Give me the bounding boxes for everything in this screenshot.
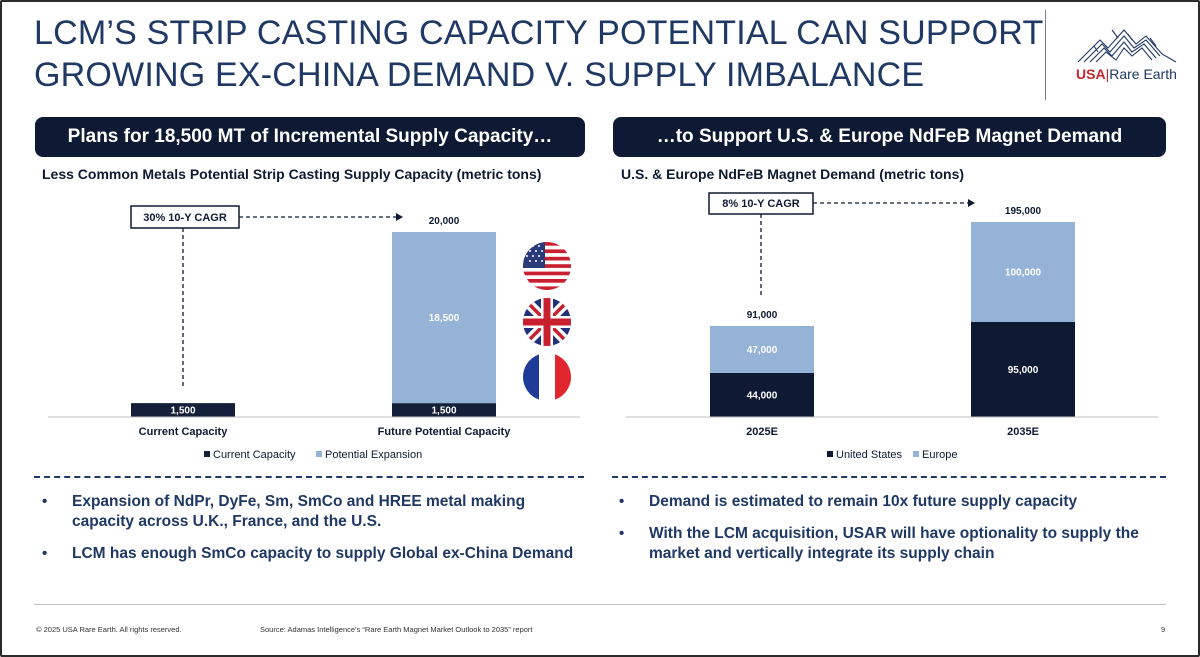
left-chart-title: Less Common Metals Potential Strip Casti… <box>42 166 542 182</box>
right-chart-title: U.S. & Europe NdFeB Magnet Demand (metri… <box>621 166 965 182</box>
logo-wordmark: USA|Rare Earth <box>1076 66 1177 82</box>
supply-capacity-bars <box>131 232 496 417</box>
mountain-logo-icon <box>1077 29 1177 63</box>
demand-bar-europe-1 <box>971 222 1075 322</box>
supply-bar-current-capacity-1 <box>392 403 496 417</box>
magnet-demand-chart: 2025E 2035E 91,000 195,000 44,000 95,000… <box>626 192 1158 461</box>
legend-label-united-states: United States <box>836 449 903 461</box>
right-section-header: …to Support U.S. & Europe NdFeB Magnet D… <box>613 117 1166 157</box>
cagr-annotation-text: 8% 10-Y CAGR <box>722 198 799 210</box>
slide-title: LCM’S STRIP CASTING CAPACITY POTENTIAL C… <box>34 12 1044 96</box>
left-bullet-1: Expansion of NdPr, DyFe, Sm, SmCo and HR… <box>36 492 581 532</box>
legend-label-current: Current Capacity <box>213 449 296 461</box>
left-bullet-2: LCM has enough SmCo capacity to supply G… <box>36 544 581 564</box>
demand-bar-united-states-0 <box>710 373 814 417</box>
legend-swatch-current <box>204 451 210 457</box>
usa-rare-earth-logo: USA|Rare Earth <box>1072 26 1184 86</box>
right-bullet-list: Demand is estimated to remain 10x future… <box>613 492 1158 576</box>
category-label-future: Future Potential Capacity <box>378 426 512 438</box>
footer-source: Source: Adamas Intelligence’s “Rare Eart… <box>260 625 533 634</box>
page-number: 9 <box>1161 625 1166 634</box>
right-bullet-1: Demand is estimated to remain 10x future… <box>613 492 1158 512</box>
title-line-2: GROWING EX-CHINA DEMAND V. SUPPLY IMBALA… <box>34 56 925 94</box>
right-bullet-2: With the LCM acquisition, USAR will have… <box>613 524 1158 564</box>
data-label-us-2025e: 44,000 <box>747 391 778 402</box>
footer-copyright: © 2025 USA Rare Earth. All rights reserv… <box>36 625 182 634</box>
cagr-arrow-head <box>968 199 975 207</box>
cagr-annotation-text: 30% 10-Y CAGR <box>143 212 227 224</box>
category-label-current: Current Capacity <box>139 426 229 438</box>
total-label-2025e: 91,000 <box>747 310 778 321</box>
logo-usa-text: USA <box>1076 66 1106 82</box>
france-flag-icon <box>523 353 571 401</box>
data-label-europe-2025e: 47,000 <box>747 345 778 356</box>
logo-separator: | <box>1105 66 1110 82</box>
data-label-potential-expansion: 18,500 <box>429 313 460 324</box>
supply-bar-potential-expansion-1 <box>392 232 496 404</box>
uk-flag-icon <box>523 298 571 346</box>
legend-swatch-united-states <box>827 451 833 457</box>
cagr-arrow-head <box>396 213 403 221</box>
data-label-us-2035e: 95,000 <box>1008 365 1039 376</box>
us-flag-icon <box>523 242 571 290</box>
magnet-demand-bars <box>710 222 1075 417</box>
left-bullet-list: Expansion of NdPr, DyFe, Sm, SmCo and HR… <box>36 492 581 576</box>
demand-bar-europe-0 <box>710 326 814 373</box>
legend-swatch-expansion <box>316 451 322 457</box>
footer-rule <box>34 604 1166 605</box>
left-section-header: Plans for 18,500 MT of Incremental Suppl… <box>35 117 585 157</box>
title-line-1: LCM’S STRIP CASTING CAPACITY POTENTIAL C… <box>34 14 1044 52</box>
logo-rare-earth-text: Rare Earth <box>1109 66 1177 82</box>
data-label-current-capacity-1: 1,500 <box>431 406 456 417</box>
total-label-2035e: 195,000 <box>1005 206 1042 217</box>
category-label-2025e: 2025E <box>746 426 778 438</box>
legend-label-expansion: Potential Expansion <box>325 449 422 461</box>
total-label-future: 20,000 <box>429 216 460 227</box>
supply-capacity-chart: Current Capacity Future Potential Capaci… <box>48 205 580 461</box>
data-label-europe-2035e: 100,000 <box>1005 268 1042 279</box>
left-dashed-separator <box>34 476 584 478</box>
demand-bar-united-states-1 <box>971 322 1075 417</box>
legend-label-europe: Europe <box>922 449 957 461</box>
supply-bar-current-capacity-0 <box>131 403 235 417</box>
data-label-current-capacity-0: 1,500 <box>170 406 195 417</box>
legend-swatch-europe <box>913 451 919 457</box>
category-label-2035e: 2035E <box>1007 426 1039 438</box>
title-divider <box>1045 10 1046 100</box>
right-dashed-separator <box>612 476 1166 478</box>
